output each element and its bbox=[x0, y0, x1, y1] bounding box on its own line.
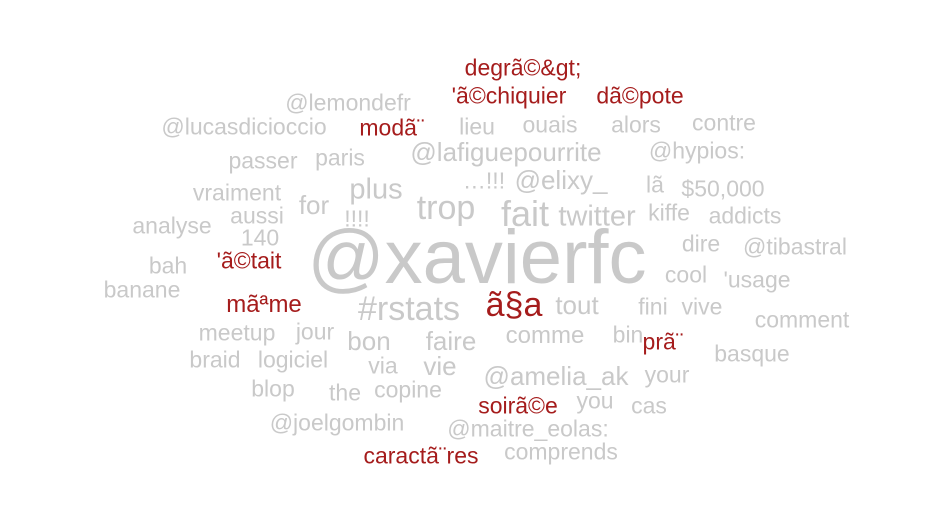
word-maitre-eolas-66: @maitre_eolas: bbox=[447, 415, 609, 442]
word-140-30: 140 bbox=[240, 224, 280, 251]
word-banane-37: banane bbox=[103, 276, 181, 303]
word-braid-53: braid bbox=[189, 346, 241, 373]
word-xavierfc-0: @xavierfc bbox=[307, 215, 647, 300]
word-usage-36: 'usage bbox=[723, 266, 791, 293]
word-plus-20: plus bbox=[349, 173, 403, 206]
word-copine-61: copine bbox=[374, 376, 442, 403]
word-lemondefr-4: @lemondefr bbox=[285, 89, 411, 116]
word-fait-24: fait bbox=[500, 193, 550, 234]
word-tait-34: 'ã©tait bbox=[216, 247, 282, 274]
word-analyse-28: analyse bbox=[132, 212, 212, 239]
word-cas-64: cas bbox=[631, 392, 667, 419]
word-vie-56: vie bbox=[423, 351, 457, 381]
word-bon-47: bon bbox=[347, 326, 391, 356]
word-lucasdicioccio-5: @lucasdicioccio bbox=[161, 113, 327, 140]
word-bah-33: bah bbox=[148, 252, 188, 279]
word-pr-51: prã¨ bbox=[642, 328, 684, 355]
word-d-pote-3: dã©pote bbox=[596, 82, 684, 109]
word-caract-res-67: caractã¨res bbox=[363, 442, 479, 469]
word-aussi-29: aussi bbox=[230, 202, 284, 229]
word-m-me-38: mãªme bbox=[226, 291, 302, 318]
word-twitter-25: twitter bbox=[558, 200, 636, 233]
word-kiffe-26: kiffe bbox=[648, 199, 690, 226]
word-blop-59: blop bbox=[251, 375, 295, 402]
word-contre-10: contre bbox=[692, 109, 756, 136]
word-lafiguepourrite-13: @lafiguepourrite bbox=[410, 137, 602, 167]
word-for-21: for bbox=[298, 190, 330, 220]
word-rstats-39: #rstats bbox=[357, 290, 461, 328]
word-faire-48: faire bbox=[425, 326, 477, 356]
word-vraiment-19: vraiment bbox=[192, 179, 282, 206]
word-alors-9: alors bbox=[611, 111, 661, 138]
word-tout-41: tout bbox=[555, 290, 599, 320]
word-cool-35: cool bbox=[664, 261, 708, 288]
word-dire-31: dire bbox=[681, 230, 721, 257]
word-50-000-18: $50,000 bbox=[681, 175, 765, 202]
word-joelgombin-65: @joelgombin bbox=[269, 409, 405, 436]
word-elixy-16: @elixy_ bbox=[514, 165, 608, 195]
word-logiciel-54: logiciel bbox=[257, 346, 329, 373]
word-via-55: via bbox=[368, 352, 398, 379]
word-soir-e-62: soirã©e bbox=[478, 392, 558, 419]
word-passer-11: passer bbox=[228, 147, 298, 174]
word-comment-44: comment bbox=[754, 306, 850, 333]
word-comme-49: comme bbox=[505, 322, 585, 349]
word-lieu-7: lieu bbox=[459, 113, 495, 140]
word-jour-46: jour bbox=[295, 318, 335, 345]
word-you-63: you bbox=[576, 387, 614, 414]
word-paris-12: paris bbox=[315, 144, 365, 171]
word-vive-43: vive bbox=[681, 293, 723, 320]
word-comprends-68: comprends bbox=[504, 438, 618, 465]
word-amelia-ak-57: @amelia_ak bbox=[483, 361, 629, 391]
word-chiquier-2: 'ã©chiquier bbox=[451, 82, 567, 109]
word-addicts-27: addicts bbox=[708, 202, 782, 229]
word-hypios-14: @hypios: bbox=[648, 137, 746, 164]
word-ouais-8: ouais bbox=[522, 111, 578, 138]
word-basque-52: basque bbox=[714, 340, 790, 367]
word-tibastral-32: @tibastral bbox=[743, 233, 847, 260]
word-your-58: your bbox=[644, 361, 690, 388]
word-bin-50: bin bbox=[612, 321, 644, 348]
word-l-17: lã bbox=[646, 171, 664, 198]
word-the-60: the bbox=[329, 379, 361, 406]
word-fini-42: fini bbox=[638, 293, 668, 320]
word-meetup-45: meetup bbox=[198, 319, 276, 346]
word-trop-23: trop bbox=[416, 189, 476, 227]
word-mod-6: modã¨ bbox=[359, 114, 425, 141]
word-item-15: …!!! bbox=[462, 167, 506, 194]
word-a-40: ã§a bbox=[485, 286, 543, 324]
word-degr-gt-1: degrã©&gt; bbox=[464, 54, 582, 81]
word-item-22: !!!! bbox=[344, 205, 370, 232]
